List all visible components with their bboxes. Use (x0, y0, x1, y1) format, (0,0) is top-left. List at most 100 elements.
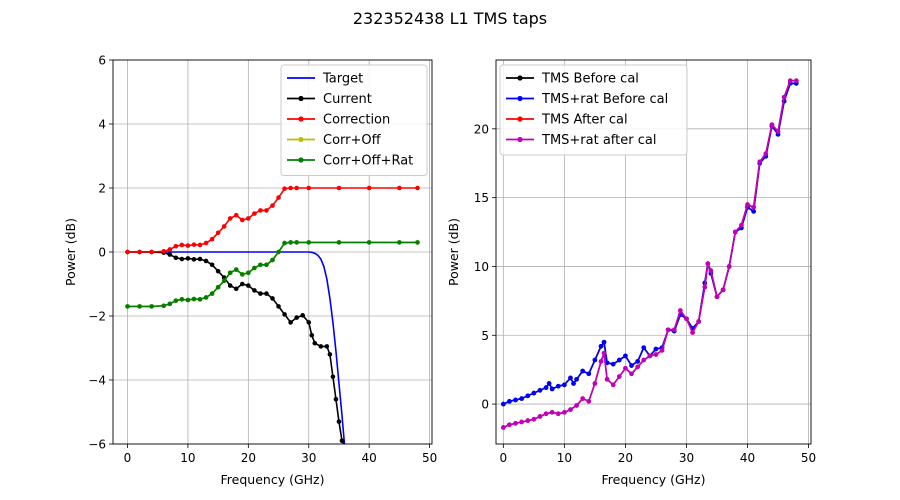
series-point-3 (705, 261, 711, 266)
series-point-3 (751, 204, 756, 210)
y-tick-label: 0 (98, 246, 106, 260)
series-point-2 (239, 217, 245, 223)
legend-marker (298, 136, 304, 143)
series-point-1 (571, 381, 576, 386)
series-point-4 (191, 296, 197, 302)
legend: Target Current Correction Corr+Off Corr+Off+… (280, 64, 428, 176)
series-point-3 (726, 264, 732, 269)
series-point-1 (215, 268, 221, 274)
series-point-4 (167, 301, 173, 307)
legend-marker (517, 75, 523, 81)
series-point-3 (507, 422, 512, 428)
legend-marker (517, 95, 523, 102)
series-point-3 (671, 327, 677, 333)
series-point-2 (288, 185, 293, 191)
series-group (125, 185, 420, 444)
series-point-3 (678, 308, 683, 313)
series-point-1 (239, 281, 245, 287)
series-point-3 (763, 151, 769, 156)
series-point-3 (696, 319, 701, 324)
series-point-1 (598, 343, 604, 349)
series-point-4 (173, 298, 179, 303)
series-point-1 (282, 312, 287, 317)
legend-marker (517, 116, 523, 122)
series-point-2 (221, 224, 227, 229)
series-point-2 (185, 243, 191, 248)
series-point-3 (635, 364, 640, 370)
series-point-3 (601, 350, 607, 356)
series-point-4 (179, 297, 185, 302)
y-tick-label: 4 (98, 118, 106, 132)
series-point-2 (203, 240, 209, 246)
y-tick-label: 6 (98, 54, 106, 68)
series-point-1 (610, 361, 616, 367)
series-point-1 (324, 344, 330, 349)
series-point-3 (525, 418, 531, 423)
series-point-1 (555, 383, 561, 389)
series-point-2 (209, 236, 215, 242)
y-axis-label: Power (dB) (446, 218, 461, 286)
series-point-3 (623, 366, 628, 371)
series-point-3 (586, 399, 592, 404)
series-point-3 (708, 268, 714, 273)
series-point-3 (574, 403, 579, 408)
series-point-3 (684, 316, 689, 322)
legend-label: Target (322, 72, 363, 87)
series-point-3 (568, 407, 573, 412)
y-tick-label: 5 (481, 329, 489, 343)
series-point-4 (282, 240, 287, 246)
series-point-1 (574, 377, 579, 382)
series-point-1 (294, 315, 299, 320)
left-chart-panel: 0 10 20 30 40 50 −6 −4 −2 0 2 4 6 Frequency (GHz) Powe… (63, 54, 437, 488)
series-point-1 (167, 252, 173, 257)
series-point-1 (546, 381, 552, 386)
series-point-1 (233, 286, 239, 292)
series-point-4 (336, 240, 342, 245)
series-point-1 (601, 339, 607, 345)
series-point-4 (252, 265, 257, 271)
series-point-1 (543, 385, 549, 390)
series-point-3 (757, 159, 763, 165)
series-point-1 (327, 352, 333, 357)
series-point-3 (794, 78, 799, 83)
series-line-0 (127, 251, 346, 444)
series-point-1 (197, 256, 203, 262)
series-point-4 (209, 291, 215, 296)
figure-title: 232352438 L1 TMS taps (353, 9, 547, 28)
series-point-2 (252, 211, 257, 216)
series-point-4 (203, 295, 209, 300)
series-point-1 (751, 209, 756, 214)
series-point-1 (507, 399, 512, 404)
x-tick-label: 30 (301, 451, 316, 465)
x-tick-label: 20 (241, 451, 256, 465)
series-point-1 (227, 283, 233, 288)
legend-box (499, 64, 688, 156)
series-point-1 (288, 320, 293, 325)
x-tick-label: 50 (422, 451, 437, 465)
series-point-2 (366, 185, 372, 191)
series-point-1 (173, 255, 179, 261)
series-point-2 (161, 249, 167, 254)
series-group (501, 78, 799, 430)
x-axis-label: Frequency (GHz) (602, 472, 706, 487)
y-tick-label: 20 (474, 122, 489, 136)
series-point-1 (191, 257, 197, 262)
axes-frame (495, 59, 812, 445)
series-point-3 (702, 284, 708, 290)
y-tick-label: 0 (481, 398, 489, 412)
series-point-3 (745, 202, 750, 207)
series-point-1 (586, 371, 592, 377)
y-tick-label: −2 (88, 310, 106, 324)
series-point-4 (258, 262, 263, 268)
series-point-2 (167, 247, 173, 252)
series-point-3 (647, 353, 653, 359)
series-point-2 (415, 185, 420, 191)
series-point-1 (252, 288, 257, 293)
y-tick-label: −4 (88, 374, 106, 388)
series-point-3 (543, 411, 549, 417)
series-point-2 (246, 216, 251, 221)
series-point-2 (264, 208, 269, 213)
series-point-1 (333, 396, 339, 402)
legend-label: TMS+rat Before cal (541, 92, 668, 107)
series-point-2 (282, 186, 287, 191)
